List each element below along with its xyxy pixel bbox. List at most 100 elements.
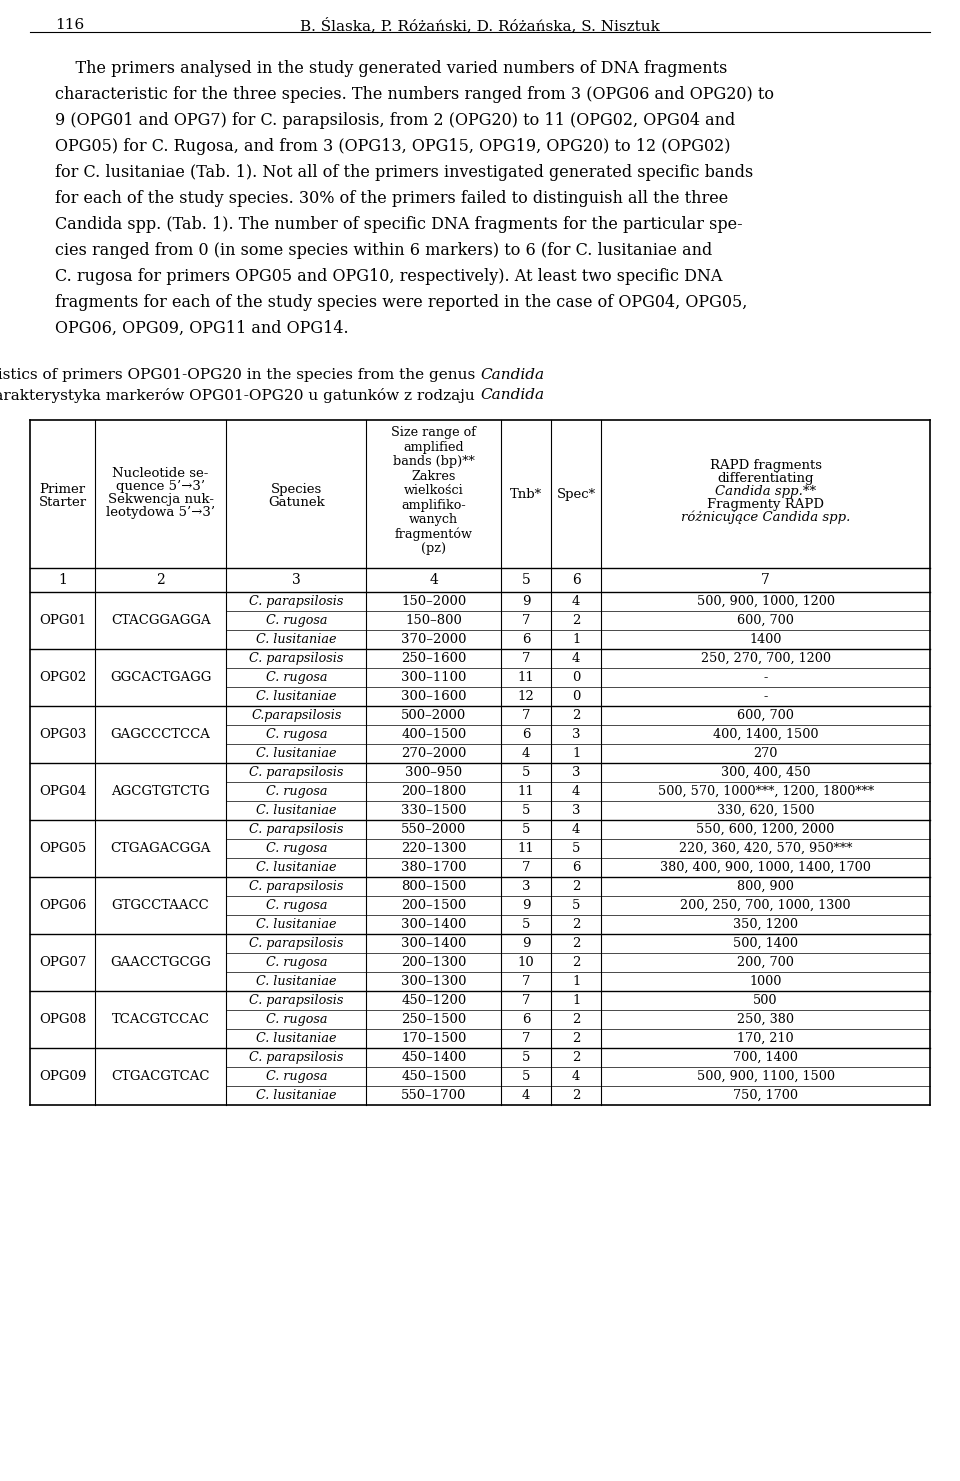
Text: 380–1700: 380–1700 <box>401 860 467 874</box>
Text: C. lusitaniae: C. lusitaniae <box>256 974 337 988</box>
Text: 116: 116 <box>55 18 84 33</box>
Text: C. rugosa: C. rugosa <box>266 1069 327 1083</box>
Text: 270–2000: 270–2000 <box>401 746 467 760</box>
Text: 7: 7 <box>522 994 531 1007</box>
Text: 1: 1 <box>572 994 581 1007</box>
Text: for each of the study species. 30% of the primers failed to distinguish all the : for each of the study species. 30% of th… <box>55 190 729 207</box>
Text: Primer: Primer <box>39 483 85 496</box>
Text: OPG06: OPG06 <box>38 899 86 912</box>
Text: C. rugosa: C. rugosa <box>266 843 327 855</box>
Text: differentiating: differentiating <box>717 472 814 484</box>
Text: 350, 1200: 350, 1200 <box>733 918 798 932</box>
Text: OPG08: OPG08 <box>38 1013 86 1026</box>
Text: 550–2000: 550–2000 <box>401 823 467 835</box>
Text: TCACGTCCAC: TCACGTCCAC <box>111 1013 209 1026</box>
Text: 300–1400: 300–1400 <box>401 918 467 932</box>
Text: 9: 9 <box>522 937 531 949</box>
Text: amplifiko-: amplifiko- <box>401 499 466 511</box>
Text: 5: 5 <box>572 843 581 855</box>
Text: 7: 7 <box>522 974 531 988</box>
Text: 1000: 1000 <box>750 974 781 988</box>
Text: 5: 5 <box>572 899 581 912</box>
Text: Tabela 1. Charakterystyka markerów OPG01-OPG20 u gatunków z rodzaju: Tabela 1. Charakterystyka markerów OPG01… <box>0 388 480 403</box>
Text: GAGCCCTCCA: GAGCCCTCCA <box>110 729 210 740</box>
Text: OPG05: OPG05 <box>38 843 86 855</box>
Text: 3: 3 <box>292 573 300 586</box>
Text: C. parapsilosis: C. parapsilosis <box>249 937 344 949</box>
Text: Gatunek: Gatunek <box>268 496 324 509</box>
Text: amplified: amplified <box>403 440 464 453</box>
Text: 4: 4 <box>572 785 581 798</box>
Text: 250, 380: 250, 380 <box>737 1013 794 1026</box>
Text: 500, 900, 1100, 1500: 500, 900, 1100, 1500 <box>697 1069 834 1083</box>
Text: C. parapsilosis: C. parapsilosis <box>249 766 344 779</box>
Text: 150–2000: 150–2000 <box>401 595 467 609</box>
Text: bands (bp)**: bands (bp)** <box>393 455 474 468</box>
Text: 500: 500 <box>754 994 778 1007</box>
Text: 750, 1700: 750, 1700 <box>733 1089 798 1102</box>
Text: OPG01: OPG01 <box>38 615 86 626</box>
Text: OPG03: OPG03 <box>38 729 86 740</box>
Text: 4: 4 <box>429 573 438 586</box>
Text: quence 5’→3’: quence 5’→3’ <box>116 480 205 493</box>
Text: 380, 400, 900, 1000, 1400, 1700: 380, 400, 900, 1000, 1400, 1700 <box>660 860 871 874</box>
Text: CTACGGAGGA: CTACGGAGGA <box>110 615 210 626</box>
Text: wielkości: wielkości <box>404 484 464 498</box>
Text: 6: 6 <box>522 1013 531 1026</box>
Text: 4: 4 <box>522 746 531 760</box>
Text: GAACCTGCGG: GAACCTGCGG <box>110 957 211 969</box>
Text: Size range of: Size range of <box>392 427 476 438</box>
Text: 3: 3 <box>572 804 581 818</box>
Text: 2: 2 <box>572 880 581 893</box>
Text: C. parapsilosis: C. parapsilosis <box>249 595 344 609</box>
Text: 6: 6 <box>522 729 531 740</box>
Text: 1: 1 <box>572 632 581 646</box>
Text: Candida: Candida <box>480 388 544 401</box>
Text: 2: 2 <box>572 1089 581 1102</box>
Text: 600, 700: 600, 700 <box>737 615 794 626</box>
Text: 0: 0 <box>572 671 581 684</box>
Text: 200–1800: 200–1800 <box>401 785 467 798</box>
Text: 3: 3 <box>572 729 581 740</box>
Text: C. rugosa: C. rugosa <box>266 957 327 969</box>
Text: 5: 5 <box>522 1069 531 1083</box>
Text: 5: 5 <box>522 918 531 932</box>
Text: Table 1. Characteristics of primers OPG01-OPG20 in the species from the genus: Table 1. Characteristics of primers OPG0… <box>0 367 480 382</box>
Text: 4: 4 <box>522 1089 531 1102</box>
Text: C. lusitaniae: C. lusitaniae <box>256 1032 337 1046</box>
Text: 0: 0 <box>572 690 581 703</box>
Text: Candida spp. (Tab. 1). The number of specific DNA fragments for the particular s: Candida spp. (Tab. 1). The number of spe… <box>55 216 743 233</box>
Text: wanych: wanych <box>409 512 458 526</box>
Text: 2: 2 <box>572 615 581 626</box>
Text: 7: 7 <box>761 573 770 586</box>
Text: C. rugosa: C. rugosa <box>266 1013 327 1026</box>
Text: 3: 3 <box>572 766 581 779</box>
Text: 2: 2 <box>572 709 581 723</box>
Text: for C. lusitaniae (Tab. 1). Not all of the primers investigated generated specif: for C. lusitaniae (Tab. 1). Not all of t… <box>55 164 754 181</box>
Text: GGCACTGAGG: GGCACTGAGG <box>110 671 211 684</box>
Text: Candida spp.**: Candida spp.** <box>715 484 816 498</box>
Text: 7: 7 <box>522 652 531 665</box>
Text: (pz): (pz) <box>421 542 446 555</box>
Text: characteristic for the three species. The numbers ranged from 3 (OPG06 and OPG20: characteristic for the three species. Th… <box>55 86 774 104</box>
Text: leotydowa 5’→3’: leotydowa 5’→3’ <box>106 507 215 518</box>
Text: C. parapsilosis: C. parapsilosis <box>249 994 344 1007</box>
Text: C. lusitaniae: C. lusitaniae <box>256 860 337 874</box>
Text: C. parapsilosis: C. parapsilosis <box>249 823 344 835</box>
Text: C. parapsilosis: C. parapsilosis <box>249 880 344 893</box>
Text: 550, 600, 1200, 2000: 550, 600, 1200, 2000 <box>697 823 835 835</box>
Text: 2: 2 <box>572 1032 581 1046</box>
Text: Tnb*: Tnb* <box>510 489 542 501</box>
Text: 220, 360, 420, 570, 950***: 220, 360, 420, 570, 950*** <box>679 843 852 855</box>
Text: 7: 7 <box>522 615 531 626</box>
Text: 500, 570, 1000***, 1200, 1800***: 500, 570, 1000***, 1200, 1800*** <box>658 785 874 798</box>
Text: -: - <box>763 671 768 684</box>
Text: 450–1400: 450–1400 <box>401 1052 467 1063</box>
Text: 200–1500: 200–1500 <box>401 899 467 912</box>
Text: OPG05) for C. Rugosa, and from 3 (OPG13, OPG15, OPG19, OPG20) to 12 (OPG02): OPG05) for C. Rugosa, and from 3 (OPG13,… <box>55 138 731 156</box>
Text: The primers analysed in the study generated varied numbers of DNA fragments: The primers analysed in the study genera… <box>55 61 728 77</box>
Text: C. lusitaniae: C. lusitaniae <box>256 632 337 646</box>
Text: 300–1400: 300–1400 <box>401 937 467 949</box>
Text: 2: 2 <box>572 918 581 932</box>
Text: 170, 210: 170, 210 <box>737 1032 794 1046</box>
